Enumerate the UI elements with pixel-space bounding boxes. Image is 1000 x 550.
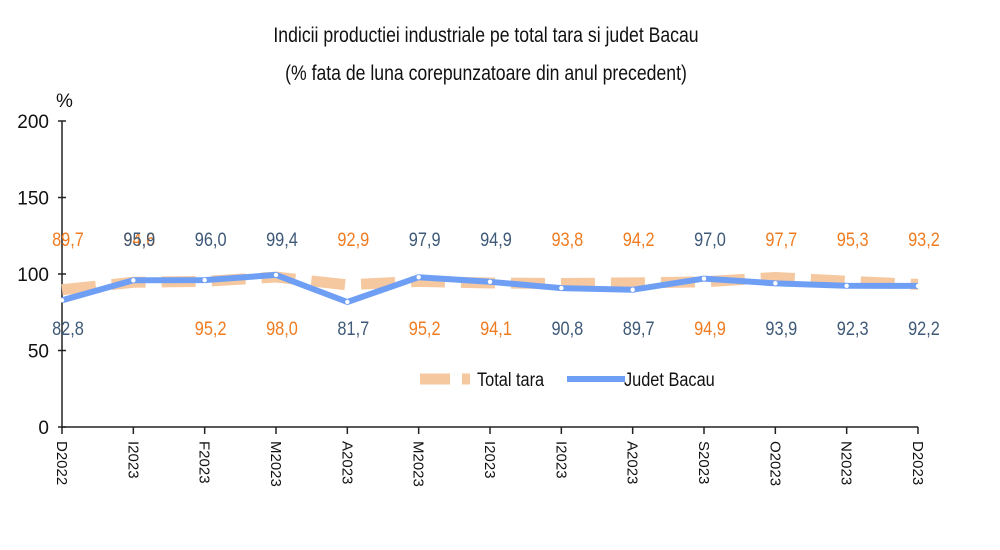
- data-label: 93,8: [551, 229, 583, 250]
- x-tick-label: S2023: [695, 441, 712, 484]
- x-tick-label: N2023: [838, 441, 855, 485]
- data-label: 95,9: [123, 229, 155, 250]
- data-point: [559, 285, 564, 291]
- data-label: 93,2: [908, 229, 940, 250]
- x-tick-label: I2023: [124, 441, 141, 479]
- x-tick-label: M2023: [410, 441, 427, 487]
- data-point: [487, 279, 493, 285]
- y-tick-label: 150: [17, 189, 49, 210]
- x-tick-label: F2023: [196, 441, 213, 484]
- data-label: 90,8: [551, 318, 583, 339]
- x-tick-label: D2022: [53, 441, 70, 485]
- data-point: [59, 298, 65, 303]
- data-label: 89,7: [623, 318, 655, 339]
- data-label: 94,9: [694, 318, 726, 339]
- axes: 0 50 100 150 200 D2022 I2023 F2023 M2023 A2023 M20…: [17, 112, 926, 487]
- legend-label-total-tara: Total tara: [477, 369, 544, 390]
- data-label: 93,9: [765, 318, 797, 339]
- legend: Total tara Judet Bacau: [420, 369, 715, 390]
- data-label: 96,0: [195, 229, 227, 250]
- x-tick-label: O2023: [766, 441, 783, 486]
- data-label: 92,2: [908, 318, 940, 339]
- data-label: 94,1: [480, 318, 512, 339]
- data-point: [915, 283, 921, 289]
- data-point: [131, 278, 136, 283]
- data-label: 99,4: [266, 229, 298, 250]
- data-point: [773, 281, 778, 286]
- data-point: [701, 276, 707, 281]
- data-point: [202, 277, 207, 283]
- data-labels: 89,7 94,6 95,2 98,0 92,9 95,2 94,1 93,8 94,2 94,9…: [52, 229, 940, 339]
- series-layer: [59, 271, 921, 305]
- y-axis-unit: %: [56, 91, 73, 112]
- data-label: 95,2: [195, 318, 227, 339]
- data-label: 94,6: [123, 229, 155, 250]
- y-tick-label: 50: [28, 342, 49, 363]
- y-tick-label: 100: [17, 265, 49, 286]
- data-point: [273, 272, 279, 278]
- data-point: [416, 275, 421, 280]
- data-label: 81,7: [337, 318, 369, 339]
- y-tick-label: 200: [17, 112, 49, 133]
- data-label: 98,0: [266, 318, 298, 339]
- x-tick-label: M2023: [267, 441, 284, 487]
- data-label: 94,9: [480, 229, 512, 250]
- x-tick-label: A2023: [338, 441, 355, 484]
- data-label: 94,2: [623, 229, 655, 250]
- data-label: 97,0: [694, 229, 726, 250]
- data-label: 92,9: [337, 229, 369, 250]
- data-label: 97,9: [409, 229, 441, 250]
- x-tick-label: I2023: [552, 441, 569, 479]
- x-tick-label: A2023: [624, 441, 641, 484]
- data-label: 92,3: [837, 318, 869, 339]
- data-label: 82,8: [52, 318, 84, 339]
- chart-title: Indicii productiei industriale pe total …: [273, 24, 698, 48]
- data-point: [844, 283, 849, 288]
- data-label: 97,7: [765, 229, 797, 250]
- data-point: [345, 299, 350, 305]
- data-label: 89,7: [52, 229, 84, 250]
- chart-subtitle: (% fata de luna corepunzatoare din anul …: [285, 62, 687, 86]
- data-label: 95,3: [837, 229, 869, 250]
- legend-label-judet-bacau: Judet Bacau: [624, 369, 715, 390]
- data-point: [630, 287, 635, 292]
- x-tick-label: I2023: [481, 441, 498, 479]
- x-tick-label: D2023: [909, 441, 926, 485]
- data-label: 95,2: [409, 318, 441, 339]
- y-tick-label: 0: [38, 418, 49, 439]
